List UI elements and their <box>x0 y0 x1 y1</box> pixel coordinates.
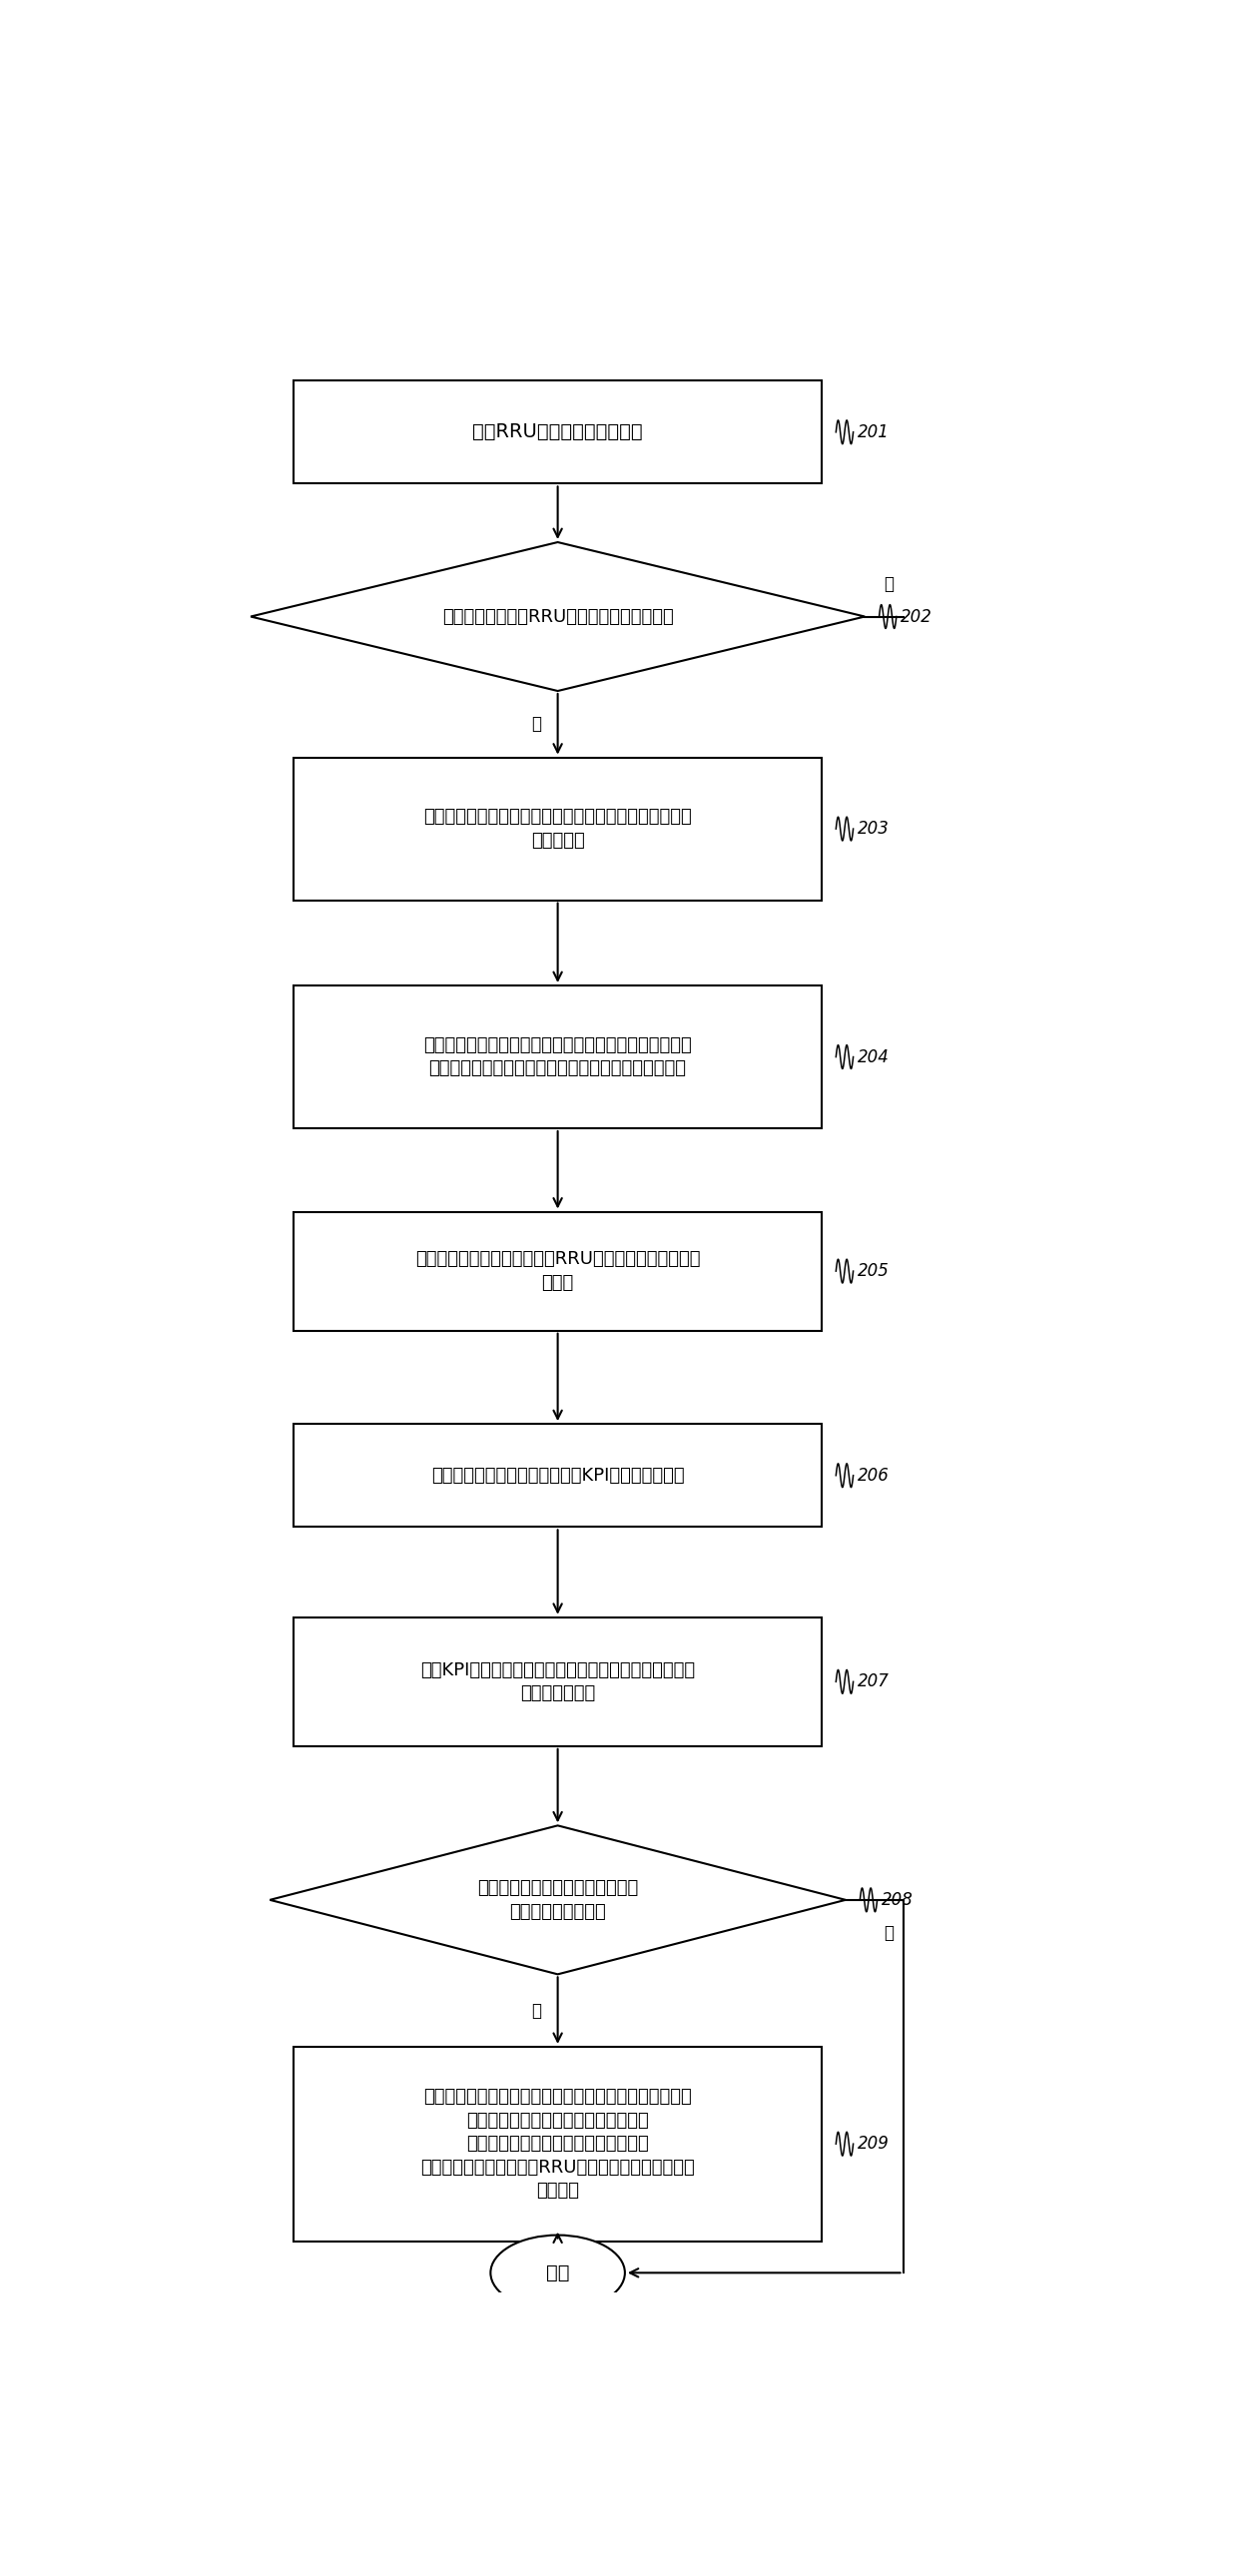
Text: 按照背景噪声的最佳配置值对RRU级联小区的背景噪声进
行配置: 按照背景噪声的最佳配置值对RRU级联小区的背景噪声进 行配置 <box>415 1249 701 1293</box>
Text: 206: 206 <box>857 1466 889 1484</box>
Text: 是: 是 <box>884 1924 894 1942</box>
Text: 结束: 结束 <box>546 2264 569 2282</box>
Text: 201: 201 <box>857 422 889 440</box>
Text: 202: 202 <box>900 608 932 626</box>
Text: 判断背景噪声的最佳配置值下的扩
容结果是否通过验证: 判断背景噪声的最佳配置值下的扩 容结果是否通过验证 <box>477 1878 639 1922</box>
Polygon shape <box>270 1826 846 1973</box>
Ellipse shape <box>490 2236 625 2311</box>
FancyBboxPatch shape <box>293 757 822 899</box>
FancyBboxPatch shape <box>293 2048 822 2241</box>
Text: 207: 207 <box>857 1672 889 1690</box>
Text: 计算背景噪声理论值和背景噪声补偿值，并获取背景噪声
出厂配置值: 计算背景噪声理论值和背景噪声补偿值，并获取背景噪声 出厂配置值 <box>423 809 692 850</box>
Text: 否: 否 <box>531 2002 541 2020</box>
Text: 否: 否 <box>884 574 894 592</box>
Text: 204: 204 <box>857 1048 889 1066</box>
Text: 获取背景噪声的最佳配置值下的KPI指标及路测指标: 获取背景噪声的最佳配置值下的KPI指标及路测指标 <box>431 1466 685 1484</box>
FancyBboxPatch shape <box>293 1425 822 1528</box>
FancyBboxPatch shape <box>293 987 822 1128</box>
Text: 选择背景噪声理论值、背景噪声出厂配置值及背景补偿值
进行大小排序后的中间值作为更新后的
背景噪声的最佳配置值，按照更新后的
背景噪声的最佳配置值对RRU级联小区: 选择背景噪声理论值、背景噪声出厂配置值及背景补偿值 进行大小排序后的中间值作为更… <box>421 2087 695 2200</box>
Text: 获取背景噪声理论值、背景噪声出厂配置值及背景噪声补
偿值中的最大值，将最大值作为背景噪声的最佳配置值: 获取背景噪声理论值、背景噪声出厂配置值及背景噪声补 偿值中的最大值，将最大值作为… <box>423 1036 692 1077</box>
Text: 209: 209 <box>857 2136 889 2154</box>
Text: 是: 是 <box>531 716 541 734</box>
Text: 根据基础信息判断RRU级联小区是否需要扩容: 根据基础信息判断RRU级联小区是否需要扩容 <box>442 608 673 626</box>
Text: 208: 208 <box>881 1891 912 1909</box>
FancyBboxPatch shape <box>293 1211 822 1332</box>
FancyBboxPatch shape <box>293 381 822 484</box>
Polygon shape <box>250 541 864 690</box>
Text: 获取RRU级联小区的基础信息: 获取RRU级联小区的基础信息 <box>473 422 643 440</box>
FancyBboxPatch shape <box>293 1618 822 1747</box>
Text: 根据KPI指标及路测指标对背景噪声的最佳配置值下的扩
容结果进行验证: 根据KPI指标及路测指标对背景噪声的最佳配置值下的扩 容结果进行验证 <box>421 1662 695 1703</box>
Text: 203: 203 <box>857 819 889 837</box>
Text: 205: 205 <box>857 1262 889 1280</box>
